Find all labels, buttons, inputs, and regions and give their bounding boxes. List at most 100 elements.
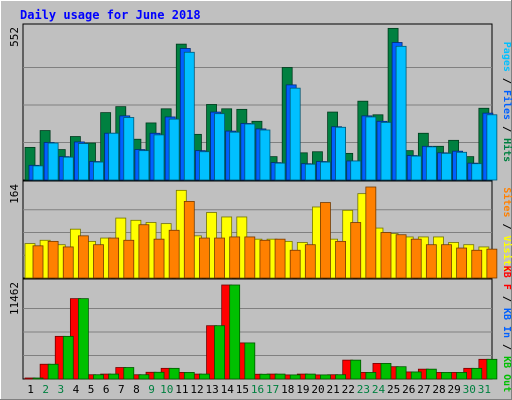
x-tick-label: 22 — [342, 383, 355, 396]
bar — [259, 129, 271, 181]
panel-frame — [22, 278, 493, 380]
y-axis-label-part: KB Out — [501, 356, 512, 392]
x-tick-label: 5 — [88, 383, 95, 396]
bar — [441, 152, 452, 181]
y-axis-label-part: Hits — [501, 138, 512, 162]
bar — [320, 161, 331, 181]
bar — [410, 371, 422, 380]
bar — [335, 240, 346, 279]
y-axis-label-part: Pages — [501, 42, 512, 72]
bar — [456, 151, 468, 181]
bar — [395, 366, 407, 380]
bar — [244, 342, 256, 380]
x-tick-label: 3 — [58, 383, 65, 396]
bar — [304, 244, 316, 279]
y-axis-label-part: / — [501, 72, 512, 90]
bar — [183, 201, 195, 279]
bar — [441, 244, 452, 279]
bar — [199, 373, 210, 380]
bar — [471, 367, 483, 380]
bar — [168, 229, 180, 279]
bar — [183, 51, 195, 181]
x-tick-label: 12 — [190, 383, 203, 396]
x-tick-label: 6 — [103, 383, 110, 396]
bar — [425, 244, 437, 279]
bar — [289, 374, 301, 380]
series-pages — [32, 45, 498, 181]
y-axis-label: Pages / Files / Hits — [501, 42, 512, 162]
bar — [229, 236, 241, 279]
x-tick-label: 11 — [175, 383, 188, 396]
x-tick-label: 31 — [478, 383, 491, 396]
bar — [153, 134, 165, 181]
bar — [62, 156, 74, 181]
y-axis-label-part: Files — [501, 90, 512, 120]
series-kb-out — [32, 284, 498, 380]
y-axis-label-part: KB In — [501, 308, 512, 338]
bar — [93, 244, 104, 279]
bar — [486, 114, 498, 181]
y-axis-label-part: / — [501, 290, 512, 308]
bar — [380, 363, 392, 380]
x-tick-label: 1 — [27, 383, 34, 396]
bar — [32, 245, 44, 279]
panel-hits-files-pages: 552 Pages / Files / Hits — [8, 23, 512, 181]
bar — [425, 368, 437, 380]
bar — [32, 165, 44, 181]
bar — [93, 374, 104, 380]
x-tick-label: 27 — [417, 383, 430, 396]
bar — [62, 246, 74, 279]
bar — [365, 186, 377, 279]
bar — [168, 118, 180, 181]
bar — [486, 358, 498, 380]
x-tick-label: 29 — [448, 383, 461, 396]
bar — [62, 335, 74, 380]
bar — [395, 234, 407, 279]
bar — [274, 238, 286, 279]
x-tick-label: 24 — [372, 383, 386, 396]
x-tick-label: 18 — [281, 383, 294, 396]
bar — [410, 238, 422, 279]
bar — [304, 163, 316, 181]
y-max-label: 11462 — [8, 282, 21, 315]
bar — [289, 87, 301, 181]
bar — [199, 237, 210, 279]
bar — [274, 162, 286, 181]
bar — [153, 371, 165, 380]
series-sites — [32, 186, 498, 279]
chart-title: Daily usage for June 2018 — [20, 8, 201, 22]
x-tick-label: 30 — [463, 383, 476, 396]
bar — [395, 45, 407, 181]
bar — [410, 155, 422, 181]
bar — [289, 249, 301, 279]
x-axis-tick-labels: 1 2 3 4 5 6 7 8 9 10 11 12 13 14 15 16 17 18 19 20 21 22 23 24 2… — [27, 383, 491, 396]
bar — [47, 142, 59, 181]
x-tick-label: 14 — [221, 383, 235, 396]
bar — [456, 372, 468, 380]
bar — [304, 373, 316, 380]
x-tick-label: 7 — [118, 383, 125, 396]
bar — [471, 163, 483, 181]
bar — [380, 232, 392, 279]
bar — [259, 239, 271, 279]
x-tick-label: 10 — [160, 383, 173, 396]
x-tick-label: 28 — [432, 383, 445, 396]
bar — [214, 113, 225, 181]
panel-kb: 11462 KB F / KB In / KB Out — [8, 266, 512, 392]
bar — [229, 284, 241, 380]
bar — [123, 117, 135, 181]
bar — [214, 237, 225, 279]
bar — [77, 143, 89, 181]
x-tick-label: 20 — [311, 383, 324, 396]
x-tick-label: 26 — [402, 383, 415, 396]
y-max-label: 552 — [8, 27, 21, 47]
bar — [199, 151, 210, 181]
x-tick-label: 21 — [327, 383, 340, 396]
y-axis-label-part: Sites — [501, 187, 512, 217]
bar — [244, 123, 256, 181]
bar — [320, 202, 331, 279]
bar — [108, 237, 120, 279]
bar — [259, 373, 271, 380]
y-axis-label: KB F / KB In / KB Out — [501, 266, 512, 392]
bar — [183, 372, 195, 380]
